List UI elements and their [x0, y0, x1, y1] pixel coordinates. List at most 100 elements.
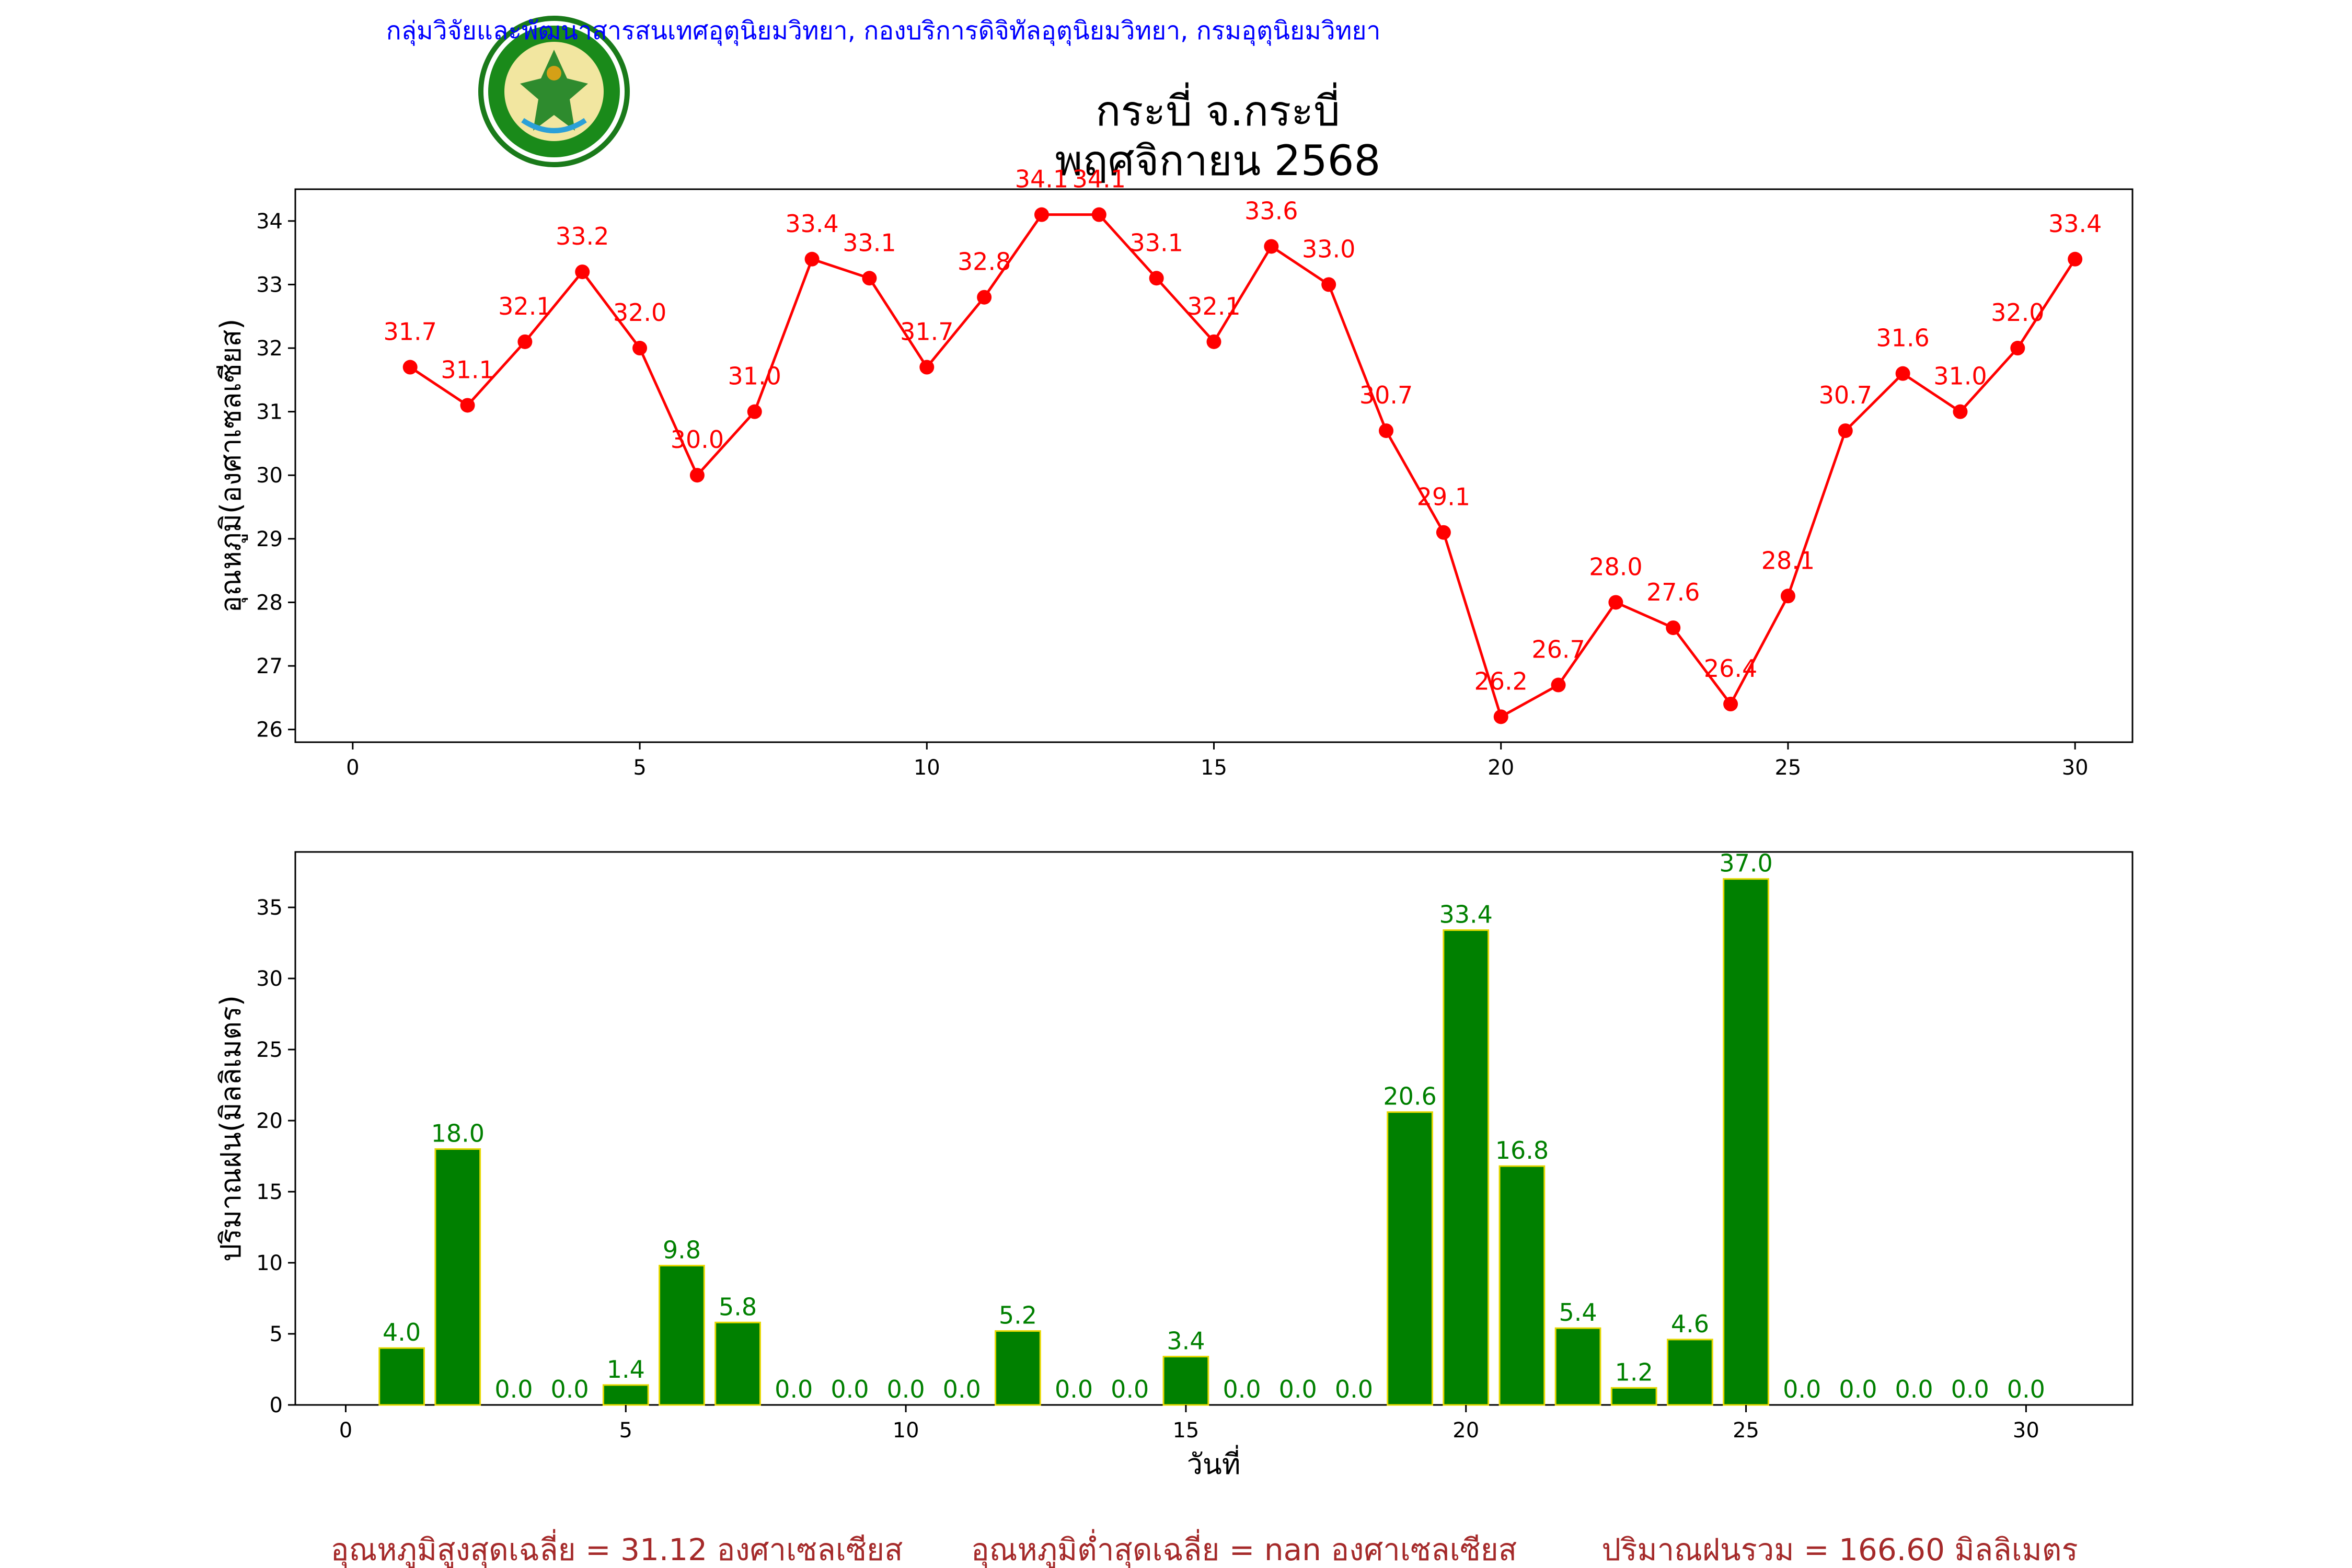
temperature-point [1149, 271, 1164, 286]
temperature-y-tick-label: 26 [256, 718, 283, 742]
temperature-data-label: 34.1 [1015, 165, 1068, 193]
temperature-point [632, 341, 648, 356]
temperature-point [1895, 366, 1910, 381]
rainfall-data-label: 18.0 [431, 1119, 485, 1147]
rainfall-x-tick-label: 25 [1733, 1419, 1759, 1443]
rainfall-data-label: 0.0 [1223, 1375, 1261, 1403]
rainfall-data-label: 0.0 [1279, 1375, 1317, 1403]
temperature-point [689, 468, 705, 483]
temperature-point [460, 398, 475, 413]
rainfall-x-tick-label: 5 [619, 1419, 632, 1443]
temperature-point [747, 404, 762, 419]
rainfall-data-label: 0.0 [1895, 1375, 1933, 1403]
temperature-point [804, 251, 820, 267]
temperature-data-label: 26.2 [1474, 667, 1528, 695]
rainfall-x-tick-label: 10 [893, 1419, 919, 1443]
rainfall-data-label: 1.4 [607, 1355, 645, 1383]
temperature-point [2010, 341, 2025, 356]
rainfall-bar [1554, 1327, 1601, 1406]
rainfall-bar [602, 1384, 649, 1406]
temperature-x-tick-label: 30 [2062, 756, 2089, 780]
temperature-point [1493, 709, 1508, 724]
temperature-point [402, 360, 418, 375]
temperature-y-tick-label: 34 [256, 210, 283, 234]
rainfall-bar [434, 1148, 481, 1406]
rainfall-data-label: 0.0 [1783, 1375, 1821, 1403]
temperature-point [1608, 595, 1623, 610]
rainfall-data-label: 4.6 [1671, 1310, 1709, 1338]
temperature-y-tick-label: 28 [256, 591, 283, 615]
rainfall-x-tick-label: 30 [2013, 1419, 2039, 1443]
temperature-point [862, 271, 877, 286]
rainfall-data-label: 0.0 [887, 1375, 925, 1403]
rainfall-data-label: 0.0 [551, 1375, 589, 1403]
temperature-data-label: 32.8 [958, 248, 1011, 276]
rainfall-y-tick-label: 30 [256, 967, 283, 991]
temperature-data-label: 28.0 [1589, 552, 1642, 581]
temperature-point [575, 264, 590, 280]
rainfall-data-label: 3.4 [1167, 1327, 1205, 1355]
temperature-point [1034, 207, 1049, 222]
temperature-point [1321, 277, 1336, 292]
rainfall-bar [1667, 1339, 1713, 1406]
rainfall-x-axis-label: วันที่ [1187, 1445, 1241, 1481]
rainfall-y-tick-label: 20 [256, 1109, 283, 1133]
temperature-data-label: 32.1 [498, 292, 551, 320]
rainfall-data-label: 0.0 [1839, 1375, 1877, 1403]
temperature-point [1953, 404, 1968, 419]
temperature-data-label: 31.7 [900, 318, 953, 346]
rainfall-bar [995, 1330, 1041, 1406]
temperature-y-tick-label: 27 [256, 654, 283, 678]
temperature-data-label: 27.6 [1646, 578, 1700, 606]
temperature-data-label: 33.4 [2048, 210, 2102, 238]
temperature-data-label: 28.1 [1761, 546, 1815, 574]
temperature-data-label: 31.1 [441, 355, 494, 384]
rainfall-bar [1162, 1356, 1209, 1406]
rainfall-data-label: 1.2 [1615, 1358, 1653, 1386]
temperature-x-tick-label: 20 [1488, 756, 1514, 780]
rainfall-bar [1498, 1165, 1546, 1406]
rainfall-y-axis-label: ปริมาณฝน(มิลลิเมตร) [214, 995, 247, 1262]
temperature-data-label: 31.0 [728, 362, 781, 390]
rainfall-data-label: 0.0 [1951, 1375, 1989, 1403]
rainfall-chart: 0 5 10 15 20 25 30 0 5 10 15 20 25 30 35 4.0 18.0 0.0 0.… [214, 849, 2134, 1481]
temperature-y-tick-label: 31 [256, 400, 283, 424]
temperature-data-label: 31.0 [1933, 362, 1987, 390]
rainfall-y-tick-label: 15 [256, 1180, 283, 1204]
temperature-point [1436, 525, 1451, 540]
temperature-data-label: 32.0 [1991, 298, 2044, 327]
temperature-x-tick-label: 15 [1201, 756, 1227, 780]
rainfall-bar [1723, 878, 1769, 1406]
temperature-data-label: 32.1 [1187, 292, 1240, 320]
temperature-data-label: 30.7 [1819, 381, 1872, 409]
temperature-point [1264, 239, 1279, 254]
rainfall-data-label: 5.8 [719, 1293, 757, 1321]
rainfall-data-label: 5.4 [1559, 1298, 1597, 1327]
temperature-x-tick-label: 5 [633, 756, 646, 780]
rainfall-data-label: 0.0 [943, 1375, 981, 1403]
temperature-point [977, 290, 992, 305]
rainfall-bar [1610, 1387, 1657, 1406]
rainfall-data-label: 33.4 [1439, 901, 1493, 929]
temperature-data-label: 31.6 [1876, 324, 1929, 352]
temperature-data-label: 33.2 [556, 222, 609, 250]
temperature-point [1838, 423, 1853, 439]
temperature-data-label: 32.0 [613, 298, 666, 327]
rainfall-x-tick-label: 20 [1452, 1419, 1479, 1443]
temperature-data-label: 33.0 [1302, 235, 1355, 263]
rainfall-data-label: 0.0 [831, 1375, 869, 1403]
chart-title-month: พฤศจิกายน 2568 [1055, 136, 1381, 185]
rainfall-x-tick-label: 0 [339, 1419, 352, 1443]
temperature-point [1206, 334, 1221, 349]
temperature-data-label: 30.0 [671, 425, 724, 454]
rainfall-data-label: 16.8 [1495, 1136, 1549, 1165]
temperature-data-label: 33.1 [843, 228, 896, 257]
rainfall-y-tick-label: 10 [256, 1251, 283, 1275]
rainfall-y-tick-label: 0 [270, 1393, 283, 1417]
temperature-data-label: 29.1 [1417, 483, 1470, 511]
rainfall-data-label: 0.0 [1055, 1375, 1093, 1403]
temperature-series-line [409, 213, 2077, 719]
temperature-data-label: 34.1 [1073, 165, 1126, 193]
rainfall-bar [1443, 929, 1490, 1406]
rainfall-bar [378, 1347, 425, 1406]
